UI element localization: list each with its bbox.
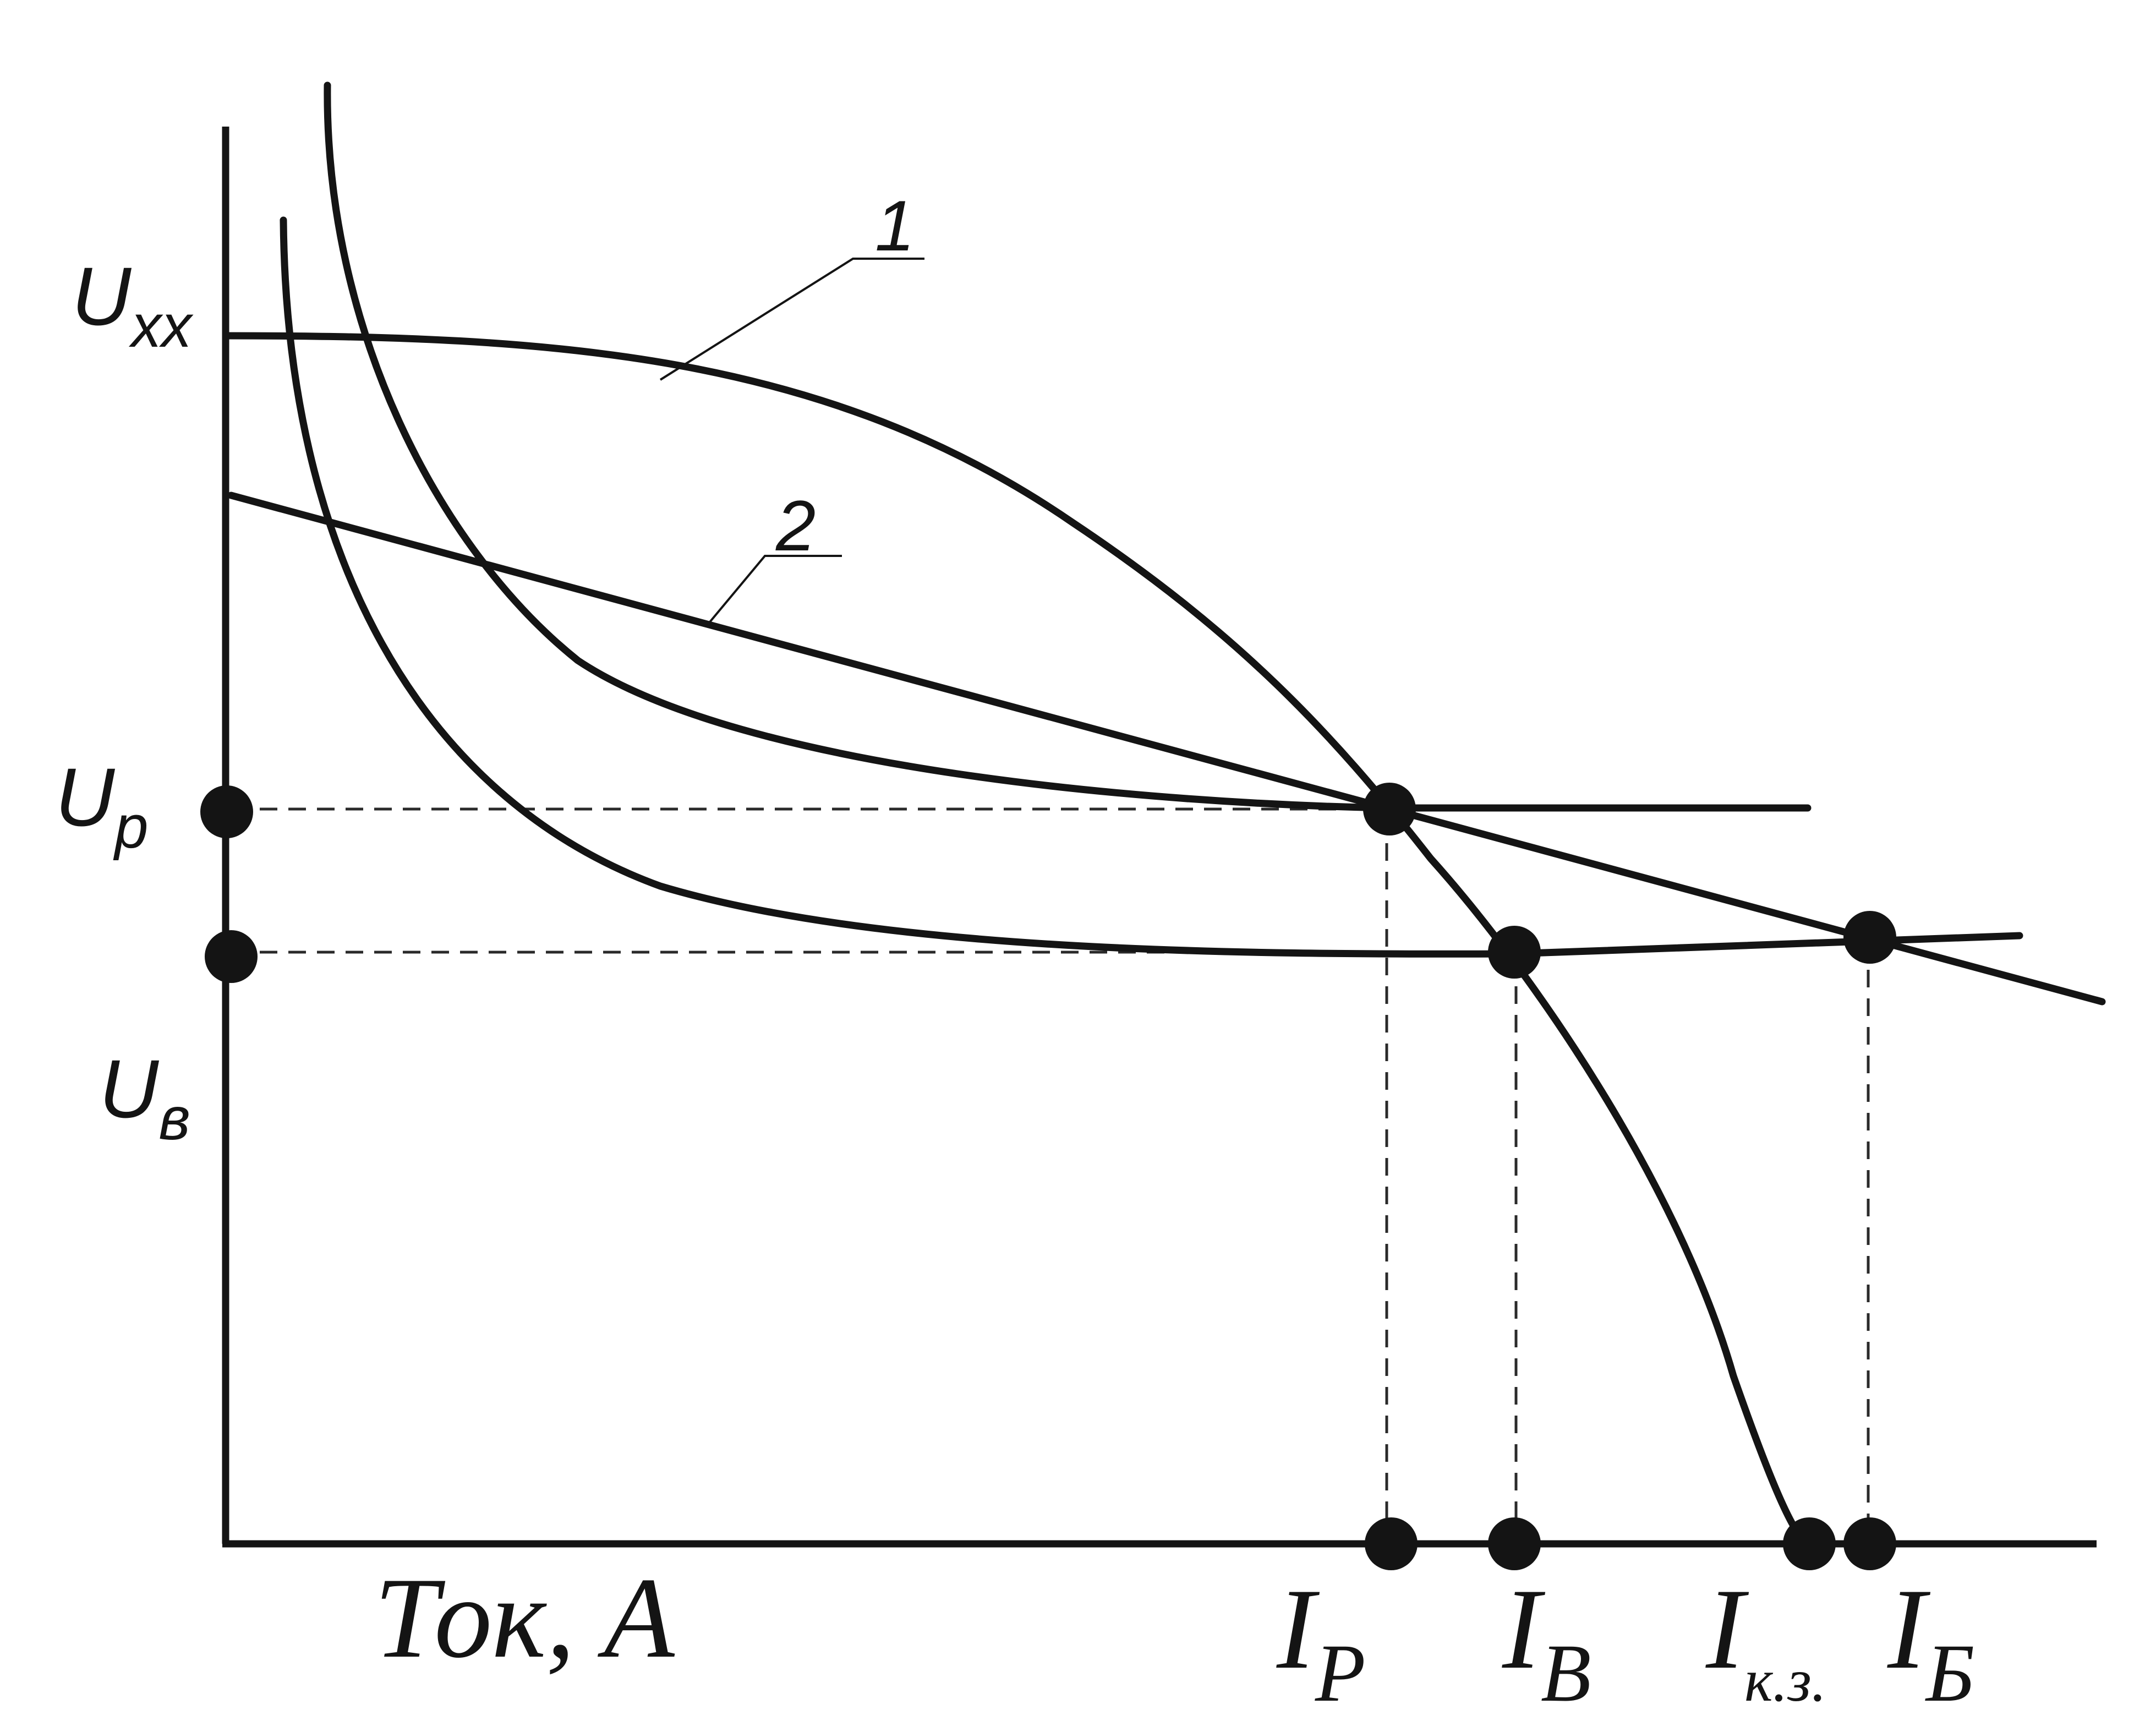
point-ib-axis [1488, 1517, 1541, 1570]
curve-1-leader [659, 258, 924, 381]
label-ikz: Iк.з. [1705, 1565, 1826, 1714]
point-ikz-axis [1783, 1517, 1836, 1570]
label-ib: IB [1502, 1565, 1591, 1719]
arc-characteristic-lower [280, 216, 2023, 958]
point-up-axis [200, 785, 253, 838]
point-ib-battery-axis [1843, 1517, 1896, 1570]
label-up: Up [55, 751, 149, 861]
point-battery [1843, 911, 1896, 964]
curve-2-label: 2 [775, 485, 816, 566]
label-ib-battery: IБ [1887, 1565, 1974, 1719]
curve-2 [227, 491, 2106, 1006]
point-working [1363, 783, 1416, 835]
curve-2-leader [709, 555, 842, 623]
label-uv: Uв [99, 1042, 190, 1153]
curve-1-label: 1 [875, 185, 915, 266]
label-uxx: Uxx [72, 250, 194, 360]
arc-characteristic-upper [324, 81, 1812, 812]
point-ip-axis [1365, 1517, 1418, 1570]
curve-1 [222, 332, 1812, 1548]
label-ip: IP [1276, 1565, 1366, 1719]
point-alternate [1488, 926, 1541, 979]
point-uv-axis [205, 930, 258, 983]
x-axis-title: Ток, А [374, 1554, 675, 1682]
